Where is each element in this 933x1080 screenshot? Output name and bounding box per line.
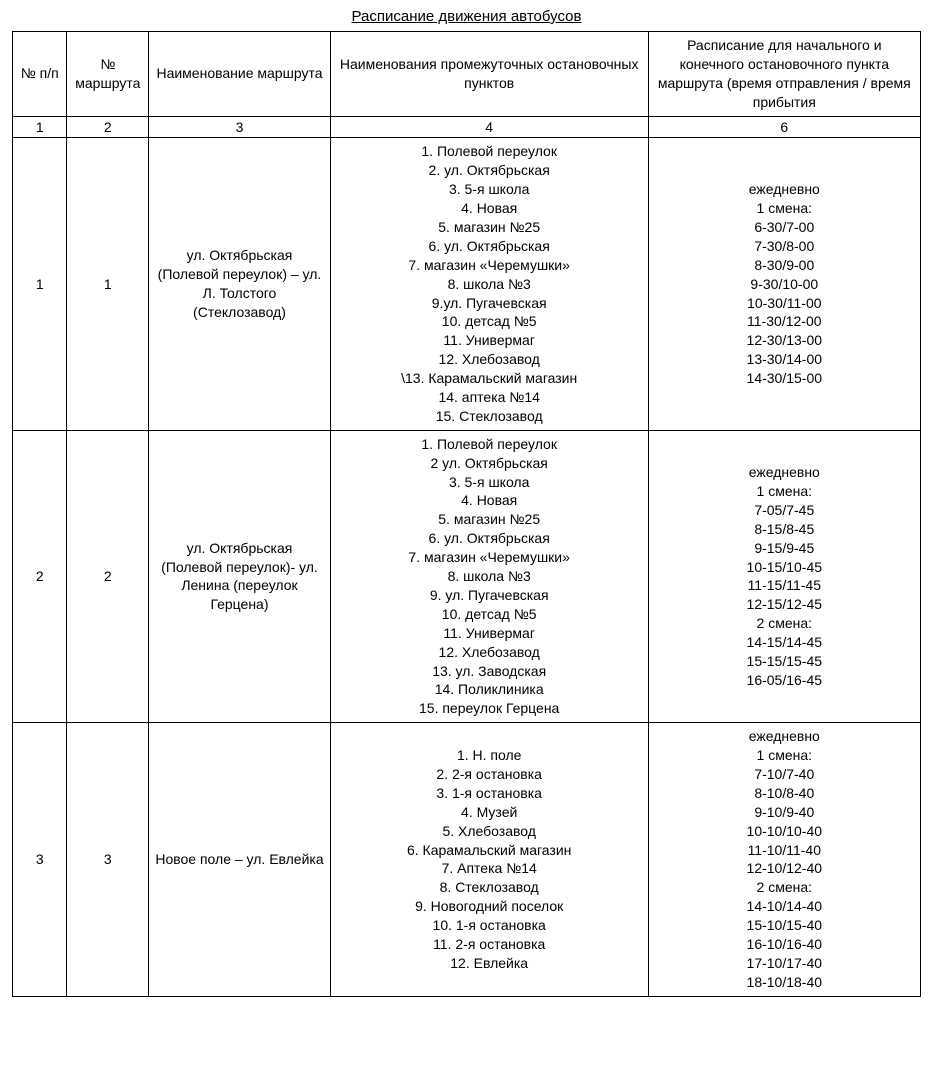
table-row: 2 2 ул. Октябрьская (Полевой переулок)- … xyxy=(13,430,921,722)
cell-schedule: ежедневно 1 смена: 7-05/7-45 8-15/8-45 9… xyxy=(648,430,920,722)
cell-stops: 1. Полевой переулок 2 ул. Октябрьская 3.… xyxy=(330,430,648,722)
cell-stops: 1. Полевой переулок 2. ул. Октябрьская 3… xyxy=(330,138,648,430)
cell-num: 1 xyxy=(13,138,67,430)
page-title: Расписание движения автобусов xyxy=(12,8,921,25)
cell-route: 2 xyxy=(67,430,149,722)
cell-schedule: ежедневно 1 смена: 6-30/7-00 7-30/8-00 8… xyxy=(648,138,920,430)
schedule-table: № п/п № маршрута Наименование маршрута Н… xyxy=(12,31,921,997)
cell-stops: 1. Н. поле 2. 2-я остановка 3. 1-я остан… xyxy=(330,723,648,996)
table-row: 1 1 ул. Октябрьская (Полевой переулок) –… xyxy=(13,138,921,430)
index-cell: 4 xyxy=(330,116,648,138)
table-index-row: 1 2 3 4 6 xyxy=(13,116,921,138)
index-cell: 3 xyxy=(149,116,331,138)
col-header-name: Наименование маршрута xyxy=(149,32,331,117)
cell-route: 1 xyxy=(67,138,149,430)
col-header-schedule: Расписание для начального и конечного ос… xyxy=(648,32,920,117)
cell-schedule: ежедневно 1 смена: 7-10/7-40 8-10/8-40 9… xyxy=(648,723,920,996)
cell-num: 3 xyxy=(13,723,67,996)
table-header-row: № п/п № маршрута Наименование маршрута Н… xyxy=(13,32,921,117)
cell-name: Новое поле – ул. Евлейка xyxy=(149,723,331,996)
col-header-num: № п/п xyxy=(13,32,67,117)
index-cell: 6 xyxy=(648,116,920,138)
col-header-stops: Наименования промежуточных остановочных … xyxy=(330,32,648,117)
cell-name: ул. Октябрьская (Полевой переулок)- ул. … xyxy=(149,430,331,722)
table-row: 3 3 Новое поле – ул. Евлейка 1. Н. поле … xyxy=(13,723,921,996)
col-header-route: № маршрута xyxy=(67,32,149,117)
cell-num: 2 xyxy=(13,430,67,722)
cell-name: ул. Октябрьская (Полевой переулок) – ул.… xyxy=(149,138,331,430)
cell-route: 3 xyxy=(67,723,149,996)
index-cell: 1 xyxy=(13,116,67,138)
index-cell: 2 xyxy=(67,116,149,138)
